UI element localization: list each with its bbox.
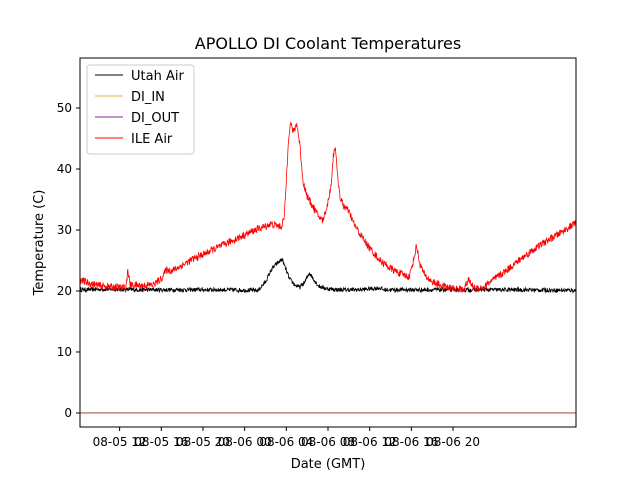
legend-label: DI_IN [131,90,165,105]
series-line-utah-air [80,257,576,294]
y-tick-label: 0 [64,406,72,420]
x-tick-label: 08-06 16 [384,435,438,449]
x-tick-label: 08-06 12 [343,435,397,449]
legend-box [86,64,195,155]
legend-label: DI_OUT [131,111,179,126]
series-layer [80,121,576,414]
x-tick-label: 08-06 20 [426,435,480,449]
y-tick-label: 10 [57,345,72,359]
y-tick-label: 20 [57,284,72,298]
chart-title: APOLLO DI Coolant Temperatures [195,34,461,53]
x-tick-label: 08-05 16 [134,435,188,449]
y-tick-label: 50 [57,101,72,115]
legend-label: ILE Air [131,132,173,147]
x-tick-label: 08-05 20 [176,435,230,449]
y-tick-label: 30 [57,223,72,237]
x-tick-label: 08-06 00 [218,435,272,449]
x-tick-label: 08-06 04 [259,435,313,449]
series-line-ile-air [80,121,576,293]
x-tick-label: 08-05 12 [93,435,147,449]
legend: Utah Air DI_IN DI_OUT ILE Air [86,64,195,155]
y-tick-label: 40 [57,162,72,176]
x-axis-title: Date (GMT) [291,457,366,472]
y-axis-title: Temperature (C) [32,190,47,297]
legend-label: Utah Air [131,69,184,84]
y-axis: 0 10 20 30 40 50 [57,101,80,420]
x-tick-label: 08-06 08 [301,435,355,449]
